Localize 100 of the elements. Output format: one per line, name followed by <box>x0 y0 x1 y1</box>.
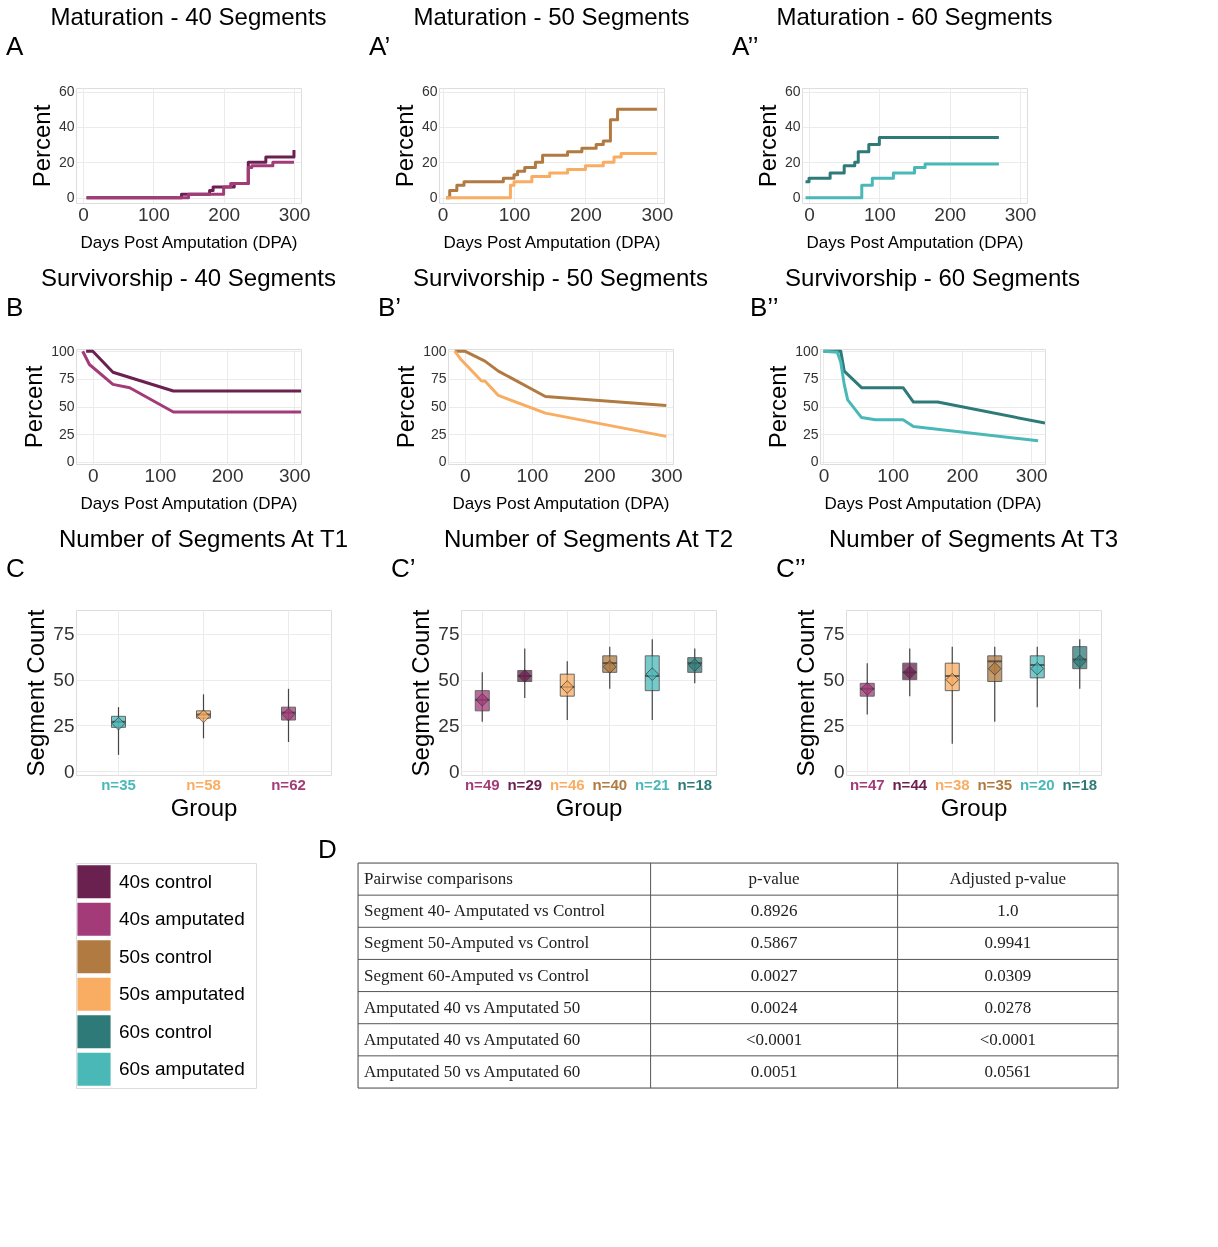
x-tick-label: n=44 <box>892 775 928 793</box>
x-tick-label: n=35 <box>101 775 136 793</box>
text: D <box>318 834 337 864</box>
text: B <box>6 292 24 322</box>
x-tick-label: 300 <box>278 203 311 225</box>
text: C’’ <box>776 553 806 583</box>
chart-title: Survivorship - 60 Segments <box>785 264 1080 291</box>
y-tick-label: 25 <box>823 715 845 736</box>
text: Amputated 50 vs Amputated 60 <box>364 1061 581 1081</box>
y-tick-label: 40 <box>421 118 438 135</box>
category-label: Pairwise comparisons <box>364 869 513 889</box>
x-axis-title: Group <box>555 793 623 821</box>
y-tick-label: 50 <box>823 669 845 691</box>
text: A’’ <box>732 31 759 61</box>
x-tick-label: 100 <box>877 464 910 486</box>
x-tick-label: n=21 <box>634 775 670 793</box>
x-tick-label: 200 <box>211 464 244 486</box>
x-tick-label: n=40 <box>592 775 628 793</box>
text: B’ <box>378 292 402 322</box>
legend-label: 50s amputated <box>119 983 245 1005</box>
y-tick-label: 25 <box>53 715 75 736</box>
x-tick-label: 0 <box>88 464 99 486</box>
y-axis-title: Percent <box>20 365 48 449</box>
y-axis-title: Percent <box>392 365 420 449</box>
x-axis-title: Days Post Amputation (DPA) <box>80 232 298 252</box>
chart-title: Number of Segments At T2 <box>443 525 734 552</box>
text: 0.0024 <box>750 997 798 1017</box>
x-axis-title: Group <box>940 793 1008 821</box>
y-axis-title: Segment Count <box>792 609 820 777</box>
y-tick-label: 20 <box>58 153 75 170</box>
x-tick-label: 300 <box>641 203 674 225</box>
y-tick-label: 0 <box>792 189 801 206</box>
y-tick-label: 75 <box>53 623 75 645</box>
y-tick-label: 50 <box>53 669 75 691</box>
x-axis-title: Days Post Amputation (DPA) <box>824 493 1042 513</box>
text: 0.9941 <box>984 933 1032 953</box>
y-tick-label: 40 <box>58 118 75 135</box>
y-tick-label: 0 <box>66 189 75 206</box>
category-label: Adjusted p-value <box>949 869 1067 889</box>
text: <0.0001 <box>979 1029 1036 1049</box>
text: C <box>6 553 25 583</box>
legend-label: 60s control <box>119 1020 212 1042</box>
y-tick-label: 0 <box>810 453 819 470</box>
x-tick-label: 300 <box>650 464 683 486</box>
chart-title: Maturation - 60 Segments <box>776 3 1053 30</box>
text: 1.0 <box>997 901 1019 921</box>
text: A <box>6 31 24 61</box>
y-tick-label: 25 <box>430 425 447 442</box>
y-tick-label: 75 <box>430 370 447 387</box>
x-axis-title: Days Post Amputation (DPA) <box>443 232 661 252</box>
x-tick-label: n=62 <box>271 775 306 793</box>
y-tick-label: 0 <box>66 453 75 470</box>
x-tick-label: 100 <box>863 203 896 225</box>
y-tick-label: 75 <box>823 623 845 645</box>
y-tick-label: 100 <box>51 342 75 359</box>
x-tick-label: 100 <box>137 203 170 225</box>
y-tick-label: 60 <box>421 83 438 100</box>
y-tick-label: 50 <box>58 398 75 414</box>
text: C’ <box>391 553 416 583</box>
chart-title: Survivorship - 40 Segments <box>41 264 336 291</box>
x-tick-label: 100 <box>516 464 549 486</box>
x-tick-label: n=46 <box>549 775 585 793</box>
x-tick-label: 300 <box>1004 203 1037 225</box>
y-tick-label: 100 <box>423 342 447 359</box>
x-tick-label: 200 <box>583 464 616 486</box>
text: 0.0051 <box>750 1061 798 1081</box>
x-tick-label: n=18 <box>677 775 713 793</box>
x-tick-label: 300 <box>278 464 311 486</box>
y-tick-label: 20 <box>421 153 438 170</box>
text: Amputated 40 vs Amputated 50 <box>364 997 581 1017</box>
y-axis-title: Percent <box>764 365 792 449</box>
x-tick-label: n=49 <box>464 775 500 793</box>
x-tick-label: 100 <box>498 203 531 225</box>
y-tick-label: 75 <box>58 370 75 387</box>
x-axis-title: Group <box>170 793 238 821</box>
x-axis-title: Days Post Amputation (DPA) <box>80 493 298 513</box>
x-axis-title: Days Post Amputation (DPA) <box>806 232 1024 252</box>
y-tick-label: 60 <box>58 83 75 100</box>
y-tick-label: 25 <box>438 715 460 736</box>
text: 0.0309 <box>984 965 1032 985</box>
y-tick-label: 75 <box>802 370 819 387</box>
text: <0.0001 <box>745 1029 803 1049</box>
text: 0.8926 <box>750 901 798 921</box>
y-tick-label: 20 <box>784 153 801 170</box>
y-tick-label: 50 <box>802 398 819 414</box>
text: Segment 50-Amputed vs Control <box>364 933 590 953</box>
y-axis-title: Percent <box>753 104 781 188</box>
chart-title: Survivorship - 50 Segments <box>413 264 708 291</box>
text: 0.0278 <box>984 997 1032 1017</box>
chart-title: Maturation - 40 Segments <box>50 3 327 30</box>
legend-label: 40s amputated <box>119 908 245 930</box>
x-tick-label: 200 <box>208 203 241 225</box>
x-tick-label: n=29 <box>507 775 543 793</box>
x-tick-label: n=18 <box>1062 775 1098 793</box>
text: Segment 60-Amputed vs Control <box>364 965 590 985</box>
y-tick-label: 25 <box>58 425 75 442</box>
text: B’’ <box>750 292 779 322</box>
y-tick-label: 75 <box>438 623 460 645</box>
y-tick-label: 25 <box>802 425 819 442</box>
x-tick-label: n=35 <box>977 775 1013 793</box>
